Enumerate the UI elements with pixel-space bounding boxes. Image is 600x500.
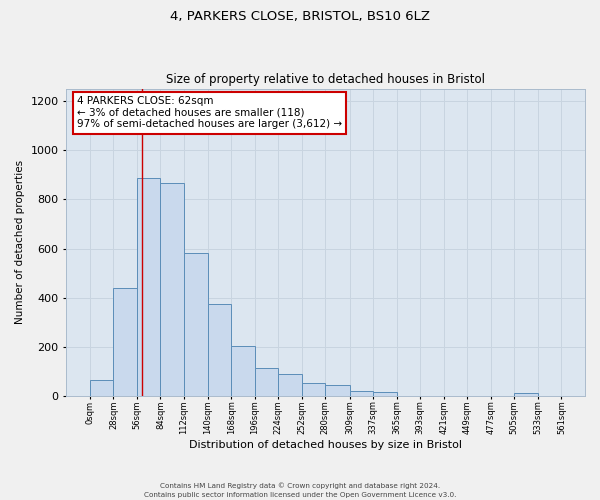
Bar bbox=[231, 346, 254, 397]
X-axis label: Distribution of detached houses by size in Bristol: Distribution of detached houses by size … bbox=[189, 440, 462, 450]
Bar bbox=[113, 288, 137, 397]
Bar bbox=[278, 374, 302, 396]
Text: Contains HM Land Registry data © Crown copyright and database right 2024.
Contai: Contains HM Land Registry data © Crown c… bbox=[144, 482, 456, 498]
Text: 4 PARKERS CLOSE: 62sqm
← 3% of detached houses are smaller (118)
97% of semi-det: 4 PARKERS CLOSE: 62sqm ← 3% of detached … bbox=[77, 96, 342, 130]
Y-axis label: Number of detached properties: Number of detached properties bbox=[15, 160, 25, 324]
Bar bbox=[184, 254, 208, 396]
Bar bbox=[514, 392, 538, 396]
Bar bbox=[325, 385, 350, 396]
Bar bbox=[137, 178, 160, 396]
Title: Size of property relative to detached houses in Bristol: Size of property relative to detached ho… bbox=[166, 73, 485, 86]
Bar bbox=[302, 382, 325, 396]
Bar bbox=[90, 380, 113, 396]
Text: 4, PARKERS CLOSE, BRISTOL, BS10 6LZ: 4, PARKERS CLOSE, BRISTOL, BS10 6LZ bbox=[170, 10, 430, 23]
Bar bbox=[350, 392, 373, 396]
Bar bbox=[160, 184, 184, 396]
Bar bbox=[373, 392, 397, 396]
Bar bbox=[208, 304, 231, 396]
Bar bbox=[254, 368, 278, 396]
